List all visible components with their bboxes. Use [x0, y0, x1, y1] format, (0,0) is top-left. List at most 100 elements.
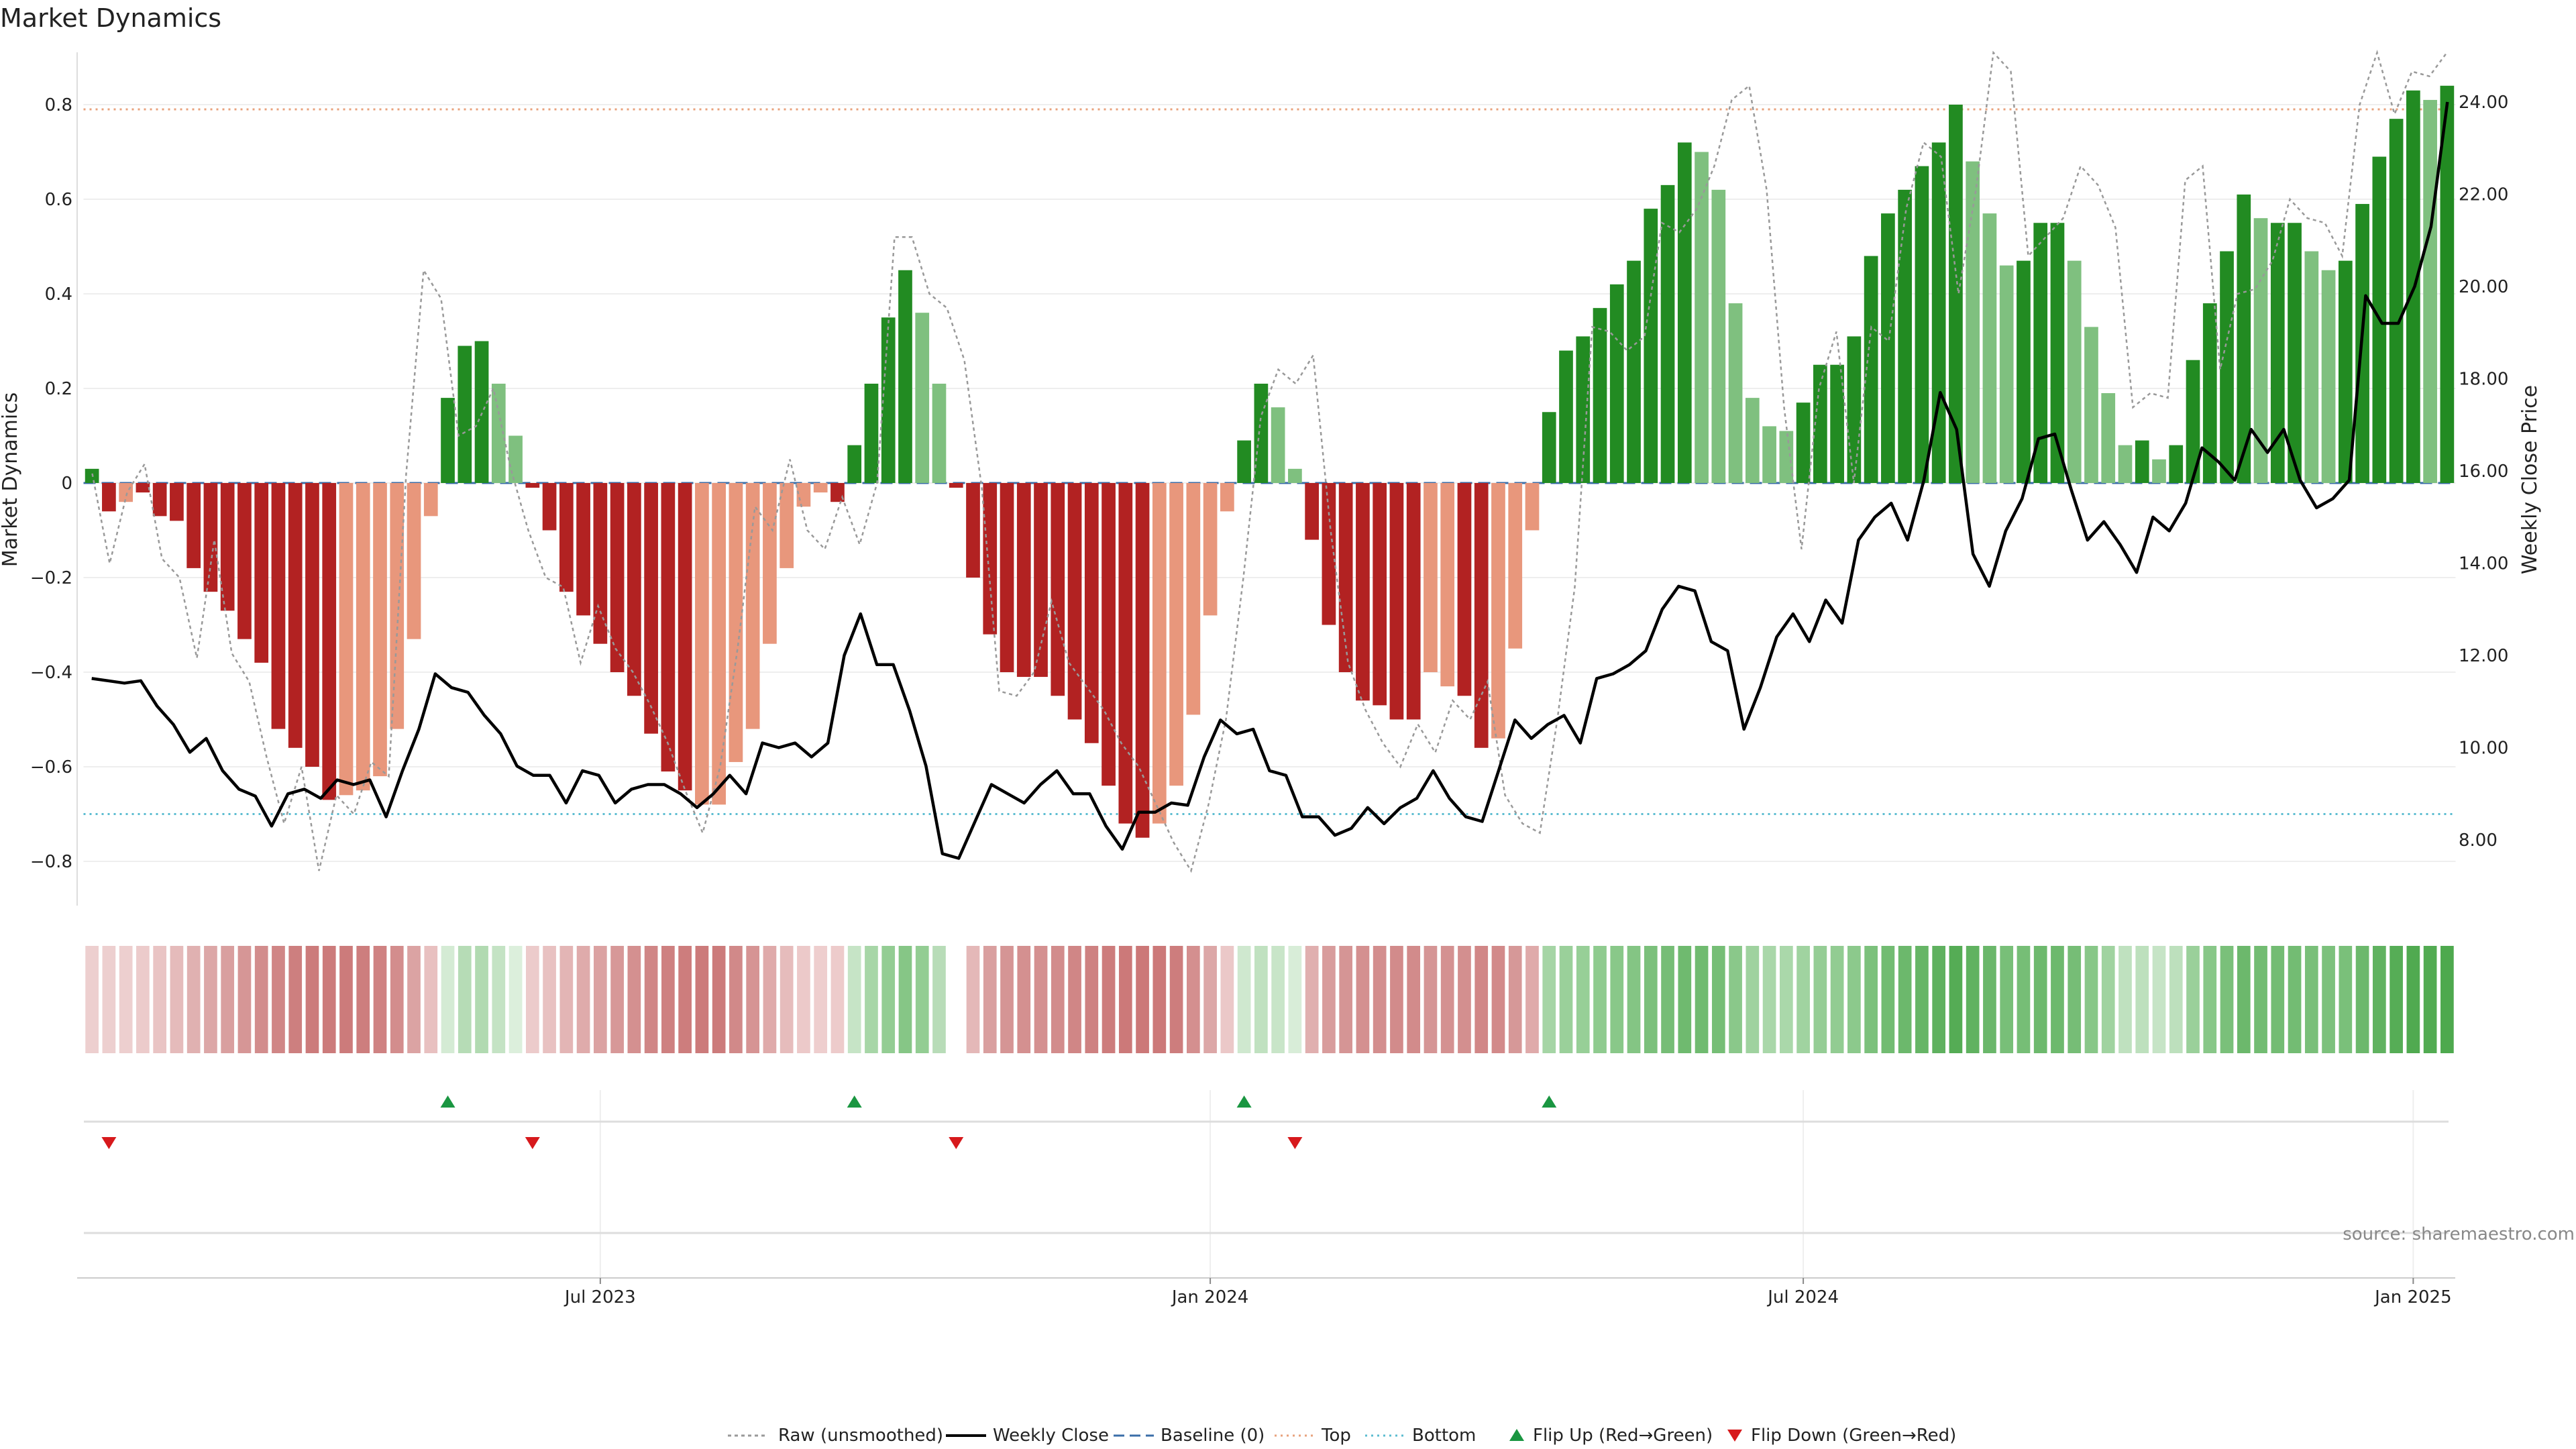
- left-tick-label: 0.8: [45, 95, 72, 115]
- strip-cell: [2152, 946, 2166, 1053]
- x-tick-label: Jul 2024: [1766, 1287, 1839, 1307]
- strip-cell: [746, 946, 760, 1053]
- strip-cell: [1136, 946, 1149, 1053]
- strip-cell: [2101, 946, 2115, 1053]
- strip-cell: [1339, 946, 1353, 1053]
- bar: [2152, 459, 2166, 483]
- bar: [305, 483, 319, 767]
- bar: [2440, 85, 2455, 484]
- bar: [1915, 166, 1929, 483]
- bar: [712, 483, 726, 805]
- left-axis-ticks: 0.8 0.6 0.4 0.2 0 −0.2 −0.4 −0.6 −0.8: [30, 95, 72, 872]
- bar: [2135, 440, 2149, 483]
- strip-cell: [1491, 946, 1505, 1053]
- strip-cell: [543, 946, 556, 1053]
- strip-cell: [136, 946, 150, 1053]
- bar: [339, 483, 354, 796]
- bar: [2186, 360, 2200, 483]
- flip-up-marker: [1542, 1095, 1557, 1108]
- bar: [2423, 99, 2437, 483]
- bar: [2033, 223, 2048, 483]
- bar: [695, 483, 709, 805]
- bar: [610, 483, 625, 672]
- strip-cell: [2135, 946, 2149, 1053]
- bar: [864, 383, 879, 483]
- bar: [1660, 184, 1675, 483]
- bar: [2288, 223, 2302, 483]
- bar: [1220, 483, 1234, 512]
- bar: [2304, 251, 2319, 483]
- bar: [1118, 483, 1133, 824]
- bar: [2321, 270, 2336, 483]
- strip-cell: [983, 946, 997, 1053]
- bar: [983, 483, 998, 635]
- right-tick-label: 12.00: [2459, 646, 2508, 666]
- strip-cell: [475, 946, 488, 1053]
- bar: [1898, 189, 1912, 483]
- strip-cell: [2271, 946, 2285, 1053]
- right-tick-label: 10.00: [2459, 739, 2508, 759]
- strip-cell: [1746, 946, 1760, 1053]
- flip-up-marker: [847, 1095, 862, 1108]
- strip-cell: [1966, 946, 1980, 1053]
- strip-cell: [847, 946, 861, 1053]
- bar: [441, 398, 455, 483]
- strip-cell: [1407, 946, 1421, 1053]
- flip-down-marker: [1287, 1137, 1303, 1149]
- left-tick-label: −0.6: [30, 757, 72, 777]
- strip-cell: [729, 946, 743, 1053]
- bar: [2270, 223, 2285, 483]
- left-axis-label: Market Dynamics: [0, 392, 22, 568]
- strip-cell: [678, 946, 692, 1053]
- bar: [2118, 445, 2133, 483]
- market-dynamics-bars: [85, 85, 2455, 838]
- strip-cell: [288, 946, 303, 1053]
- bar: [390, 483, 405, 729]
- strip-cell: [1525, 946, 1539, 1053]
- bar: [1016, 483, 1031, 678]
- left-tick-label: −0.8: [30, 852, 72, 872]
- bar: [2084, 327, 2098, 483]
- raw-series-line: [91, 50, 2448, 873]
- strip-cell: [1915, 946, 1929, 1053]
- bar: [796, 483, 811, 507]
- bar: [1389, 483, 1404, 720]
- bar: [847, 445, 862, 483]
- bar: [1152, 483, 1167, 824]
- strip-cell: [898, 946, 912, 1053]
- bar: [271, 483, 286, 729]
- bar: [152, 483, 167, 517]
- flip-up-marker: [1236, 1095, 1252, 1108]
- strip-cell: [2000, 946, 2014, 1053]
- strip-cell: [1559, 946, 1573, 1053]
- strip-cell: [1203, 946, 1217, 1053]
- strip-cell: [1034, 946, 1048, 1053]
- bar: [119, 483, 133, 502]
- flip-down-marker: [949, 1137, 964, 1149]
- x-tick-label: Jan 2024: [1171, 1287, 1249, 1307]
- strip-cell: [1237, 946, 1251, 1053]
- bar: [1593, 308, 1607, 483]
- strip-cell: [2237, 946, 2251, 1053]
- strip-cell: [695, 946, 709, 1053]
- bar: [1711, 189, 1726, 483]
- strip-cell: [830, 946, 845, 1053]
- right-axis-label: Weekly Close Price: [2518, 385, 2542, 574]
- flip-up-marker: [440, 1095, 455, 1108]
- strip-cell: [1932, 946, 1946, 1053]
- bar: [1102, 483, 1116, 786]
- bar: [898, 270, 912, 483]
- bar: [186, 483, 201, 568]
- bar: [407, 483, 421, 639]
- strip-cell: [1085, 946, 1099, 1053]
- legend-label: Raw (unsmoothed): [778, 1426, 943, 1446]
- bar: [1440, 483, 1455, 687]
- bar: [1305, 483, 1319, 540]
- strip-cell: [1508, 946, 1522, 1053]
- strip-cell: [1288, 946, 1302, 1053]
- reference-lines: [83, 108, 2456, 815]
- strip-cell: [1813, 946, 1827, 1053]
- strip-cell: [661, 946, 675, 1053]
- grid-lines: [83, 104, 2456, 1278]
